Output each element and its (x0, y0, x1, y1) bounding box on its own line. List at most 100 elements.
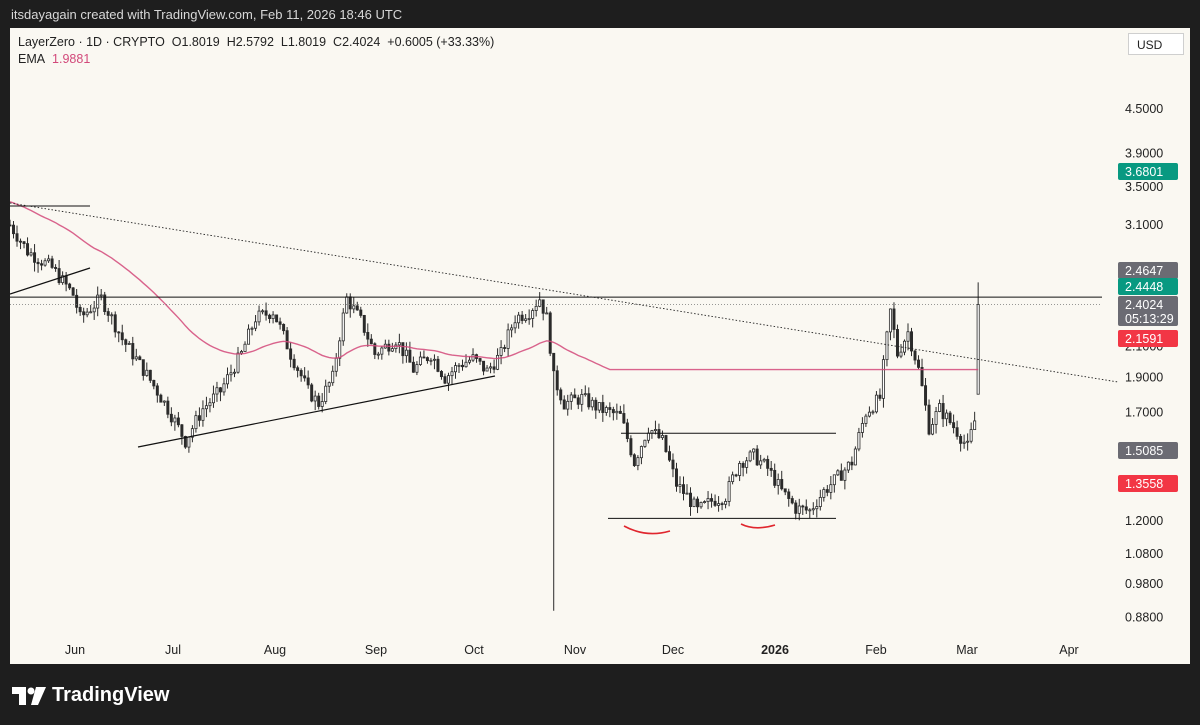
candle-body (671, 459, 675, 470)
candle-body (278, 321, 282, 325)
candle-body (867, 411, 871, 417)
candle-body (713, 500, 717, 506)
candle-body (724, 501, 728, 505)
candle-body (369, 338, 373, 345)
y-tick-label: 3.5000 (1125, 180, 1163, 194)
candle-body (524, 318, 528, 321)
candle-body (36, 261, 40, 265)
candle-body (359, 309, 363, 316)
candle-body (934, 411, 938, 425)
candle-body (769, 467, 773, 471)
candle-body (755, 448, 759, 466)
candle-body (446, 375, 450, 384)
candle-body (299, 370, 303, 377)
candle-body (611, 409, 615, 414)
candle-body (317, 395, 321, 407)
bottom-arc-left (623, 525, 671, 535)
legend-symbol: LayerZero · 1D · CRYPTO (18, 35, 165, 49)
candle-body (432, 358, 436, 361)
candle-body (96, 294, 100, 309)
candle-body (924, 385, 928, 406)
price-chart[interactable]: 4.50003.90003.50003.10002.10001.90001.70… (10, 28, 1190, 664)
candle-body (471, 354, 475, 361)
candle-body (71, 287, 75, 296)
x-tick-label: Oct (464, 643, 484, 657)
candle-body (678, 484, 682, 487)
price-tag-label: 1.5085 (1125, 444, 1163, 458)
candle-body (33, 252, 37, 263)
candle-body (229, 372, 233, 376)
candle-body (110, 314, 114, 317)
candle-body (766, 458, 770, 469)
candle-body (674, 468, 678, 487)
candle-body (632, 454, 636, 467)
candle-body (910, 331, 913, 352)
candle-body (376, 353, 380, 356)
candle-body (955, 427, 959, 437)
candle-body (429, 359, 433, 362)
candle-body (285, 330, 289, 350)
y-tick-label: 1.7000 (1125, 405, 1163, 419)
candle-body (68, 283, 72, 289)
candle-body (148, 369, 152, 381)
candle-body (646, 432, 650, 441)
candle-body (731, 474, 735, 482)
candle-body (10, 224, 12, 227)
candle-body (520, 314, 524, 321)
candle-body (692, 498, 696, 507)
candle-body (120, 332, 124, 341)
candle-body (303, 375, 307, 379)
candle-body (257, 310, 261, 323)
candle-body (489, 366, 493, 369)
candle-body (183, 435, 187, 448)
y-tick-label: 3.9000 (1125, 146, 1163, 160)
candle-body (808, 509, 812, 512)
candle-body (404, 349, 408, 357)
candle-body (19, 240, 23, 243)
candle-body (29, 252, 33, 256)
candle-body (706, 498, 710, 503)
candle-body (271, 314, 275, 319)
candle-body (261, 310, 265, 313)
candle-body (555, 370, 559, 391)
candle-body (218, 387, 222, 393)
candle-body (106, 311, 110, 316)
candle-body (776, 479, 780, 486)
x-tick-label: Jun (65, 643, 85, 657)
candle-body (653, 429, 657, 432)
candle-body (348, 296, 352, 310)
candle-body (576, 397, 580, 405)
candle-body (734, 474, 738, 477)
currency-button[interactable]: USD (1128, 33, 1184, 55)
y-tick-label: 1.0800 (1125, 547, 1163, 561)
candle-body (89, 311, 93, 314)
candle-body (236, 352, 240, 373)
candle-body (454, 365, 457, 373)
candle-body (54, 267, 58, 269)
candle-body (208, 402, 212, 407)
candle-body (240, 351, 244, 354)
candle-body (601, 402, 605, 413)
price-tag-label: 3.6801 (1125, 165, 1163, 179)
legend-ema-row: EMA 1.9881 (18, 51, 494, 68)
candle-body (552, 352, 556, 372)
candle-body (141, 359, 145, 376)
candle-body (366, 332, 370, 340)
candle-body (436, 358, 440, 372)
price-tag-label: 1.3558 (1125, 477, 1163, 491)
legend-low: L1.8019 (280, 35, 327, 49)
candle-body (804, 506, 808, 511)
candle-body (969, 429, 973, 442)
candle-body (138, 356, 142, 361)
legend-ema-value: 1.9881 (52, 52, 91, 66)
candle-body (313, 395, 317, 402)
x-tick-label: 2026 (761, 643, 789, 657)
candle-body (362, 315, 366, 333)
chart-frame[interactable]: LayerZero · 1D · CRYPTO O1.8019 H2.5792 … (10, 28, 1190, 664)
candle-body (938, 403, 942, 412)
candle-body (787, 491, 791, 499)
candle-body (846, 461, 850, 471)
candle-body (64, 275, 68, 285)
candle-body (945, 412, 949, 420)
attribution-bar: itsdayagain created with TradingView.com… (0, 0, 1200, 28)
